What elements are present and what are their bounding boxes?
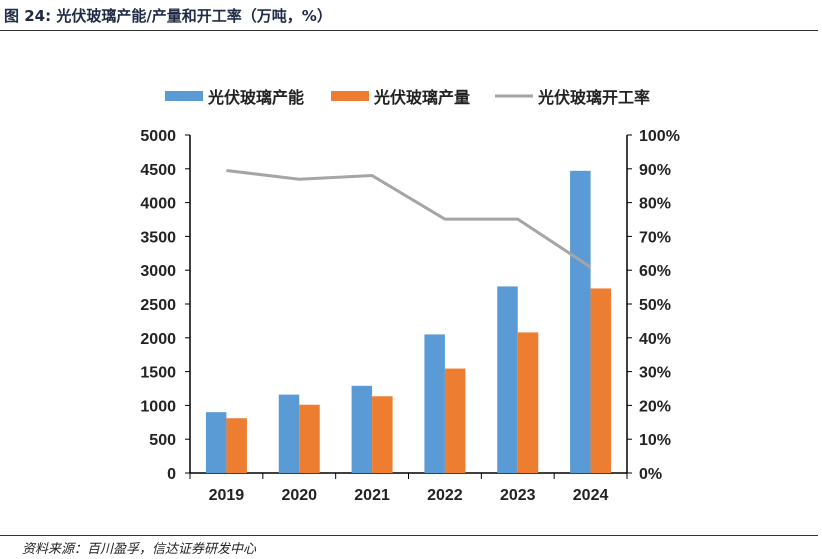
bar-capacity-2024: [570, 170, 591, 473]
x-tick-label: 2022: [427, 487, 463, 504]
x-tick-label: 2021: [354, 487, 390, 504]
source-note: 资料来源：百川盈孚，信达证券研发中心: [22, 542, 257, 557]
bar-capacity-2020: [278, 394, 300, 473]
legend-swatch-0: [165, 91, 203, 101]
right-tick-label: 60%: [639, 263, 671, 280]
x-tick-label: 2020: [281, 487, 317, 504]
right-tick-label: 90%: [639, 162, 671, 179]
right-tick-label: 30%: [639, 365, 671, 382]
legend-label-2: 光伏玻璃开工率: [537, 88, 650, 107]
title-divider: [0, 30, 818, 31]
bar-output-2024: [590, 288, 612, 473]
left-tick-label: 2500: [140, 297, 176, 314]
left-tick-label: 2000: [140, 331, 176, 348]
right-tick-label: 10%: [639, 432, 671, 449]
bar-capacity-2023: [497, 286, 518, 473]
left-tick-label: 1000: [140, 398, 176, 415]
right-tick-label: 80%: [639, 196, 671, 213]
left-tick-label: 3000: [140, 263, 176, 280]
figure-title: 图 24: 光伏玻璃产能/产量和开工率（万吨，%）: [4, 7, 332, 25]
right-tick-label: 0%: [639, 466, 662, 483]
right-tick-label: 20%: [639, 398, 671, 415]
right-tick-label: 50%: [639, 297, 671, 314]
left-tick-label: 4000: [140, 196, 176, 213]
left-tick-label: 3500: [140, 229, 176, 246]
footer-divider: [0, 535, 818, 536]
legend-label-1: 光伏玻璃产量: [373, 88, 470, 107]
bar-output-2019: [226, 418, 247, 473]
legend-label-0: 光伏玻璃产能: [207, 88, 304, 107]
bar-output-2022: [444, 368, 466, 473]
x-tick-label: 2024: [573, 487, 609, 504]
x-tick-label: 2019: [209, 487, 245, 504]
bar-output-2020: [299, 404, 320, 473]
legend-swatch-1: [331, 91, 369, 101]
bar-capacity-2019: [205, 412, 227, 473]
bar-output-2023: [517, 332, 539, 473]
right-tick-label: 100%: [639, 128, 680, 145]
left-tick-label: 0: [167, 466, 176, 483]
bar-capacity-2022: [424, 334, 445, 473]
right-tick-label: 70%: [639, 229, 671, 246]
bar-capacity-2021: [351, 385, 373, 473]
right-tick-label: 40%: [639, 331, 671, 348]
left-tick-label: 4500: [140, 162, 176, 179]
left-tick-label: 1500: [140, 365, 176, 382]
left-tick-label: 500: [149, 432, 176, 449]
bar-output-2021: [372, 396, 393, 473]
line-utilization-rate: [226, 169, 592, 269]
x-tick-label: 2023: [500, 487, 536, 504]
left-tick-label: 5000: [140, 128, 176, 145]
